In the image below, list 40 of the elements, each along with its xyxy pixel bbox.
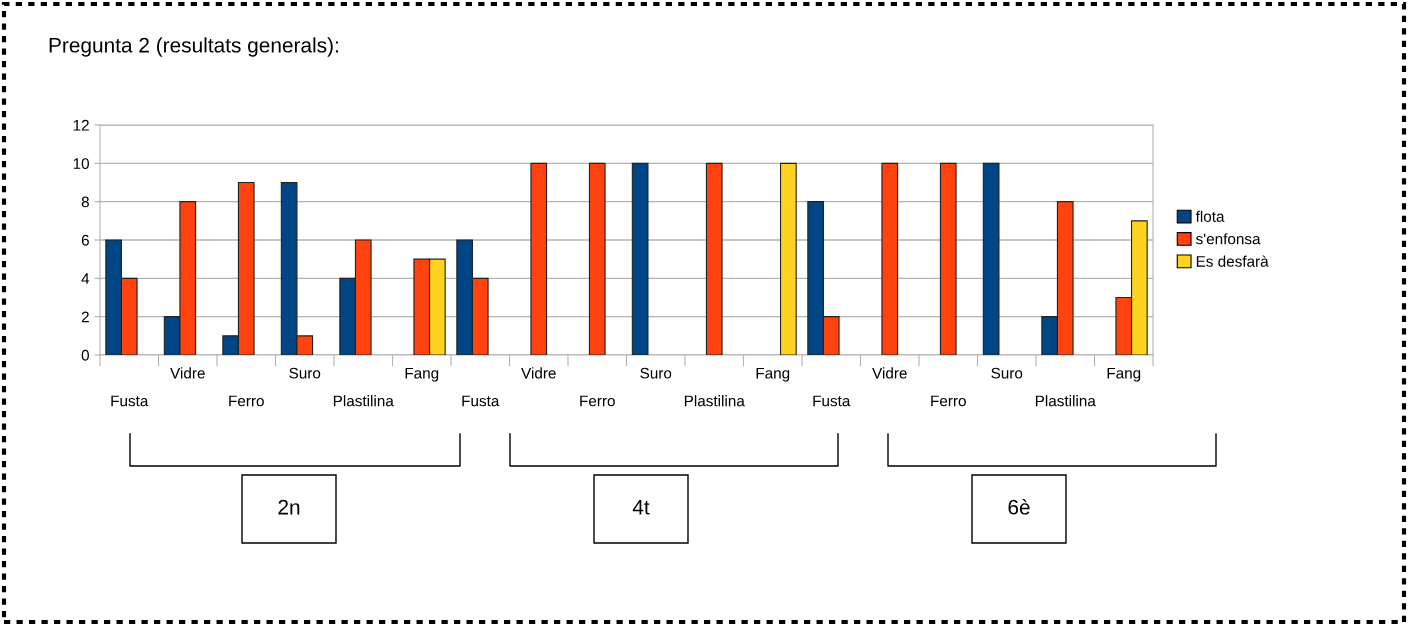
text: 2n (278, 499, 300, 515)
bar (705, 162, 723, 355)
x-tick-label: Ferro (229, 395, 264, 407)
x-tick-label: Suro (289, 367, 321, 379)
x-tick-label: Vidre (170, 367, 205, 379)
y-tick-label: 4 (81, 273, 90, 284)
y-tick-label: 2 (81, 311, 89, 323)
x-tick-label: Vidre (872, 367, 907, 379)
x-tick-label: Ferro (931, 395, 966, 407)
x-tick-label: Plastilina (1035, 395, 1096, 407)
x-tick-label: Fang (405, 367, 439, 382)
y-tick-label: 8 (81, 196, 89, 208)
chart-title: Pregunta 2 (resultats generals): (49, 37, 338, 57)
text: 4t (632, 500, 650, 515)
bar (939, 162, 957, 355)
x-tick-label: Plastilina (684, 395, 745, 407)
y-tick-label: 6 (81, 234, 89, 246)
x-tick-label: Fusta (462, 395, 500, 407)
x-tick-label: Fang (1107, 367, 1141, 382)
bar (631, 162, 649, 355)
x-tick-label: Fang (756, 367, 790, 382)
x-tick-label: Fusta (111, 395, 149, 407)
x-tick-label: Vidre (521, 367, 556, 379)
y-tick-label: 10 (73, 158, 89, 170)
x-tick-label: Suro (991, 367, 1023, 379)
x-tick-label: Plastilina (333, 395, 394, 407)
bar (530, 162, 548, 355)
text: 6è (1008, 499, 1030, 515)
legend-label: flota (1195, 210, 1225, 222)
x-tick-label: Suro (640, 367, 672, 379)
y-tick-label: 0 (81, 349, 89, 361)
bar (779, 162, 797, 355)
bar (588, 162, 606, 355)
legend-label: s'enfonsa (1196, 233, 1261, 245)
legend-label: Es desfarà (1196, 255, 1269, 267)
x-tick-label: Ferro (580, 395, 615, 407)
y-tick-label: 12 (73, 119, 89, 131)
x-tick-label: Fusta (813, 395, 851, 407)
bar (982, 162, 1000, 355)
bar (881, 162, 899, 355)
